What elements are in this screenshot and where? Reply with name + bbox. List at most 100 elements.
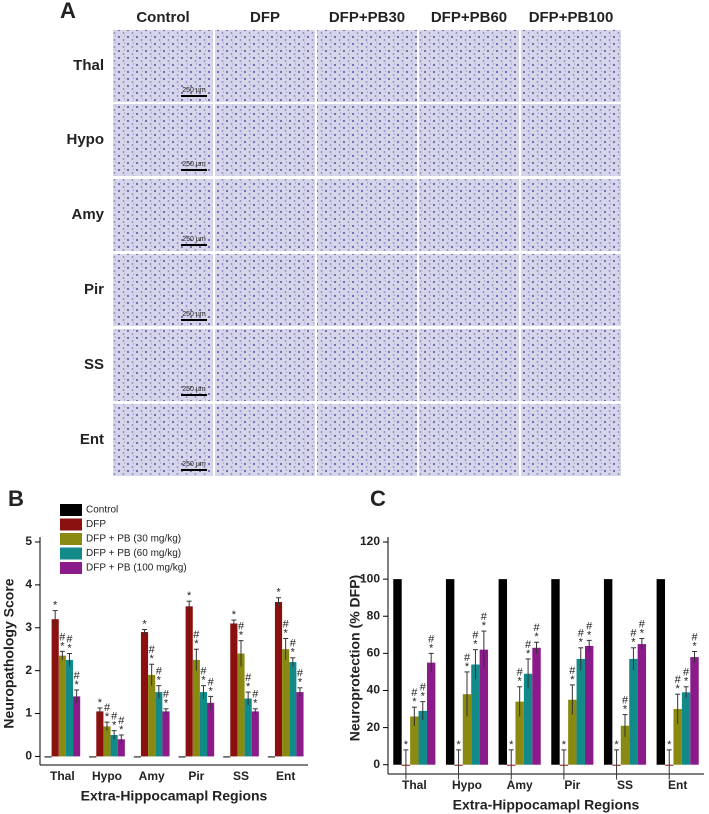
bar — [576, 658, 585, 765]
significance-mark: * — [208, 685, 213, 697]
bar — [140, 632, 149, 757]
significance-mark: * — [429, 642, 434, 654]
legend-label: DFP + PB (100 mg/kg) — [86, 563, 187, 574]
column-header: DFP — [250, 9, 280, 26]
significance-mark: # — [238, 621, 245, 633]
significance-mark: * — [232, 609, 237, 621]
significance-mark: * — [676, 683, 681, 695]
micrograph — [317, 104, 417, 176]
bar — [251, 711, 259, 757]
micrograph — [215, 329, 315, 401]
significance-mark: * — [201, 675, 206, 687]
micrograph — [419, 30, 519, 102]
bar — [73, 696, 81, 757]
column-header: DFP+PB60 — [431, 9, 507, 26]
legend-swatch — [60, 518, 82, 531]
x-axis-label: Extra-Hippocamapl Regions — [453, 797, 640, 813]
significance-mark: # — [691, 631, 698, 643]
legend-swatch — [60, 547, 82, 560]
column-header: DFP+PB30 — [329, 9, 405, 26]
significance-mark: * — [473, 639, 478, 651]
micrograph — [419, 104, 519, 176]
panel-label: A — [60, 0, 76, 23]
y-tick-label: 60 — [367, 646, 381, 660]
significance-mark: # — [683, 667, 690, 679]
bar — [223, 756, 231, 758]
significance-mark: * — [60, 640, 65, 652]
significance-mark: # — [464, 652, 471, 664]
bar — [551, 579, 560, 765]
bar — [690, 657, 699, 765]
bar — [418, 710, 427, 765]
significance-mark: # — [472, 630, 479, 642]
bar — [393, 579, 402, 765]
significance-mark: # — [104, 702, 111, 714]
bar — [65, 659, 74, 757]
micrograph — [521, 404, 621, 476]
bar — [656, 579, 666, 765]
significance-mark: # — [525, 639, 532, 651]
bar — [185, 606, 193, 757]
bar — [103, 726, 111, 757]
bar — [289, 662, 297, 757]
micrograph — [317, 254, 417, 326]
significance-mark: # — [411, 687, 418, 699]
row-label: Amy — [71, 206, 104, 223]
significance-mark: * — [667, 739, 672, 751]
bar — [532, 647, 541, 765]
y-axis-label: Neuropathology Score — [1, 578, 17, 728]
significance-mark: # — [252, 689, 259, 701]
significance-mark: * — [98, 697, 103, 709]
bar — [192, 659, 200, 757]
significance-mark: * — [105, 711, 110, 723]
micrograph — [113, 104, 213, 176]
significance-mark: # — [481, 611, 488, 623]
significance-mark: # — [59, 631, 66, 643]
micrograph — [317, 404, 417, 476]
bar — [620, 725, 630, 765]
micrograph — [317, 179, 417, 251]
x-tick-label: Ent — [276, 769, 295, 783]
y-tick-label: 80 — [367, 608, 381, 622]
scale-bar-label: 250 µm — [182, 311, 206, 318]
x-tick-label: Pir — [564, 778, 580, 792]
bar — [51, 619, 59, 757]
significance-mark: * — [239, 630, 244, 642]
bar — [673, 709, 682, 765]
bar — [603, 579, 613, 765]
x-axis-label: Extra-Hippocamapl Regions — [81, 788, 268, 804]
significance-mark: # — [208, 676, 215, 688]
scale-bar-label: 250 µm — [182, 87, 206, 94]
significance-mark: # — [163, 689, 170, 701]
significance-mark: * — [456, 739, 461, 751]
significance-mark: # — [156, 666, 163, 678]
bar — [515, 701, 524, 765]
bar — [523, 673, 533, 765]
significance-mark: # — [578, 628, 585, 640]
significance-mark: * — [526, 648, 531, 660]
significance-mark: # — [517, 667, 524, 679]
bar — [162, 711, 170, 757]
significance-mark: * — [74, 679, 79, 691]
legend-swatch — [60, 504, 82, 516]
row-label: Hypo — [67, 131, 105, 148]
x-tick-label: Amy — [507, 778, 533, 792]
x-tick-label: Amy — [139, 769, 165, 783]
significance-mark: # — [290, 638, 297, 650]
x-tick-label: Thal — [402, 778, 427, 792]
micrograph — [215, 404, 315, 476]
legend-swatch — [60, 533, 82, 545]
significance-mark: # — [283, 618, 290, 630]
significance-mark: # — [639, 618, 646, 630]
significance-mark: * — [157, 675, 162, 687]
bar — [568, 699, 577, 765]
significance-mark: * — [150, 653, 155, 665]
y-tick-label: 100 — [360, 571, 380, 585]
bar — [629, 658, 638, 765]
significance-mark: * — [465, 661, 470, 673]
bar — [244, 698, 252, 757]
significance-mark: # — [420, 682, 427, 694]
y-tick-label: 4 — [25, 577, 32, 591]
bar — [498, 579, 508, 765]
